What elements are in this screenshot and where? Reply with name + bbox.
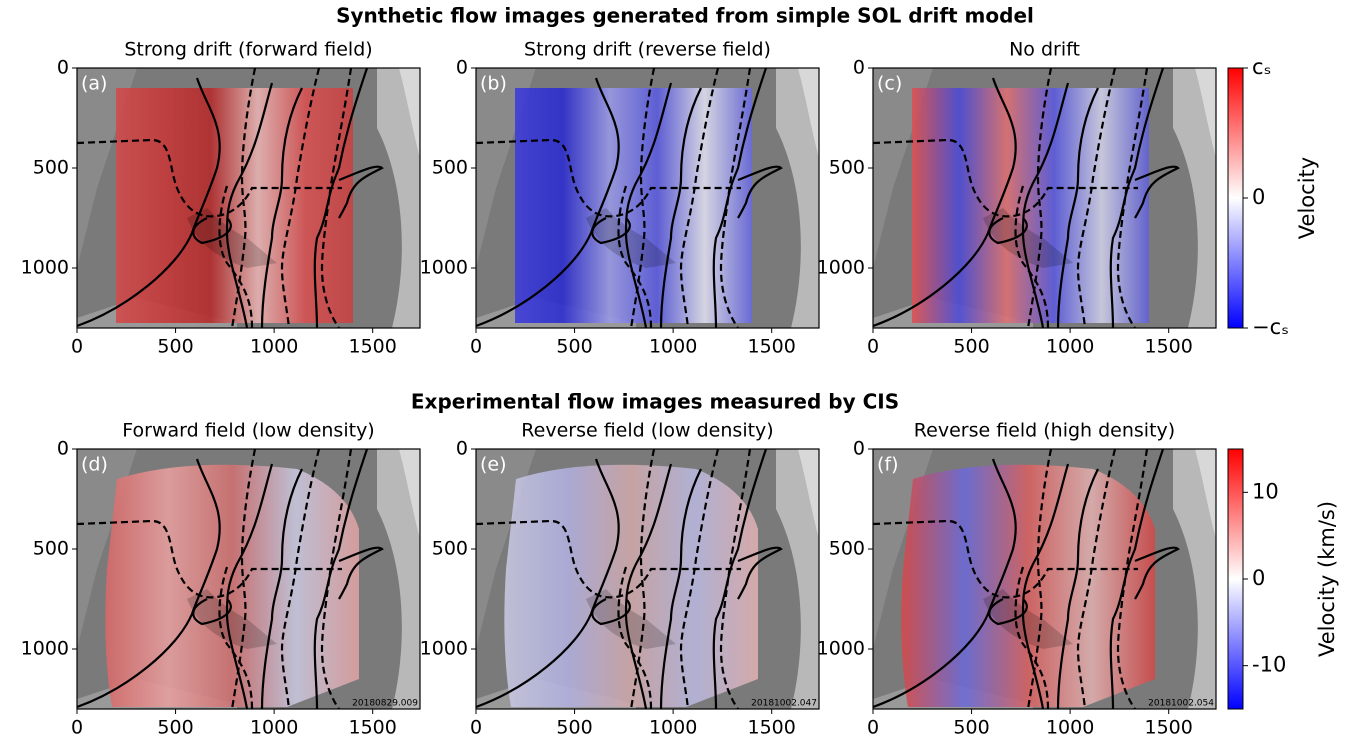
panel-label: (a) [81, 73, 107, 95]
y-tick-label: 0 [456, 57, 468, 79]
y-tick-label: 1000 [21, 638, 69, 660]
x-tick-label: 1000 [649, 717, 697, 739]
panel-title: Forward field (low density) [122, 420, 374, 442]
x-tick-label: 0 [867, 336, 879, 358]
panel: (f) 20181002.054 Reverse field (high densi… [817, 420, 1216, 739]
panel-title: No drift [1009, 39, 1080, 61]
y-tick-label: 500 [33, 157, 69, 179]
shot-label: 20180829.009 [352, 699, 418, 709]
x-tick-label: 0 [867, 717, 879, 739]
colorbar-tick-label: 0 [1252, 185, 1265, 209]
y-tick-label: 500 [432, 157, 468, 179]
y-tick-label: 0 [57, 438, 69, 460]
x-tick-label: 1000 [250, 717, 298, 739]
panel-title: Reverse field (low density) [521, 420, 773, 442]
y-tick-label: 1000 [420, 638, 468, 660]
x-tick-label: 1500 [349, 336, 397, 358]
x-tick-label: 1000 [649, 336, 697, 358]
y-tick-label: 0 [853, 57, 865, 79]
x-tick-label: 1500 [748, 336, 796, 358]
x-tick-label: 500 [157, 717, 193, 739]
panel-label: (b) [480, 73, 507, 95]
colorbar-tick-label: 10 [1252, 479, 1279, 503]
x-tick-label: 500 [556, 717, 592, 739]
panel-title: Strong drift (forward field) [124, 39, 372, 61]
x-tick-label: 1000 [250, 336, 298, 358]
suptitle: Synthetic flow images generated from sim… [336, 4, 1034, 28]
flow-overlay [912, 88, 1149, 323]
colorbar-tick-label: 0 [1252, 566, 1265, 590]
x-tick-label: 500 [556, 336, 592, 358]
panel: (d) 20180829.009 Forward field (low densit… [21, 420, 420, 739]
y-tick-label: 1000 [21, 257, 69, 279]
panel-label: (f) [877, 454, 899, 476]
panel: (c) No drift 0 500 1000 1500 0 500 1000 [817, 39, 1216, 358]
x-tick-label: 0 [470, 336, 482, 358]
x-tick-label: 1500 [1145, 717, 1193, 739]
x-tick-label: 500 [953, 717, 989, 739]
y-tick-label: 500 [829, 538, 865, 560]
x-tick-label: 1500 [1145, 336, 1193, 358]
colorbar-fill [1228, 449, 1243, 709]
y-tick-label: 500 [432, 538, 468, 560]
suptitle: Experimental flow images measured by CIS [411, 390, 899, 414]
panel-label: (c) [877, 73, 902, 95]
x-tick-label: 0 [71, 336, 83, 358]
y-tick-label: 0 [57, 57, 69, 79]
flow-overlay [116, 88, 353, 323]
y-tick-label: 1000 [420, 257, 468, 279]
flow-overlay [515, 88, 752, 323]
y-tick-label: 0 [456, 438, 468, 460]
x-tick-label: 500 [953, 336, 989, 358]
panel: (b) Strong drift (reverse field) 0 500 1000 1… [420, 39, 819, 358]
x-tick-label: 500 [157, 336, 193, 358]
y-tick-label: 0 [853, 438, 865, 460]
colorbar: −cₛ 0 cₛ Velocity [1228, 55, 1319, 339]
shot-label: 20181002.047 [751, 699, 817, 709]
colorbar-tick-label: cₛ [1252, 55, 1271, 79]
panel-title: Reverse field (high density) [914, 420, 1175, 442]
colorbar-tick-label: −cₛ [1252, 315, 1289, 339]
panel-title: Strong drift (reverse field) [524, 39, 771, 61]
colorbar: -10 0 10 Velocity (km/s) [1228, 449, 1339, 709]
colorbar-label: Velocity (km/s) [1315, 501, 1339, 657]
colorbar-fill [1228, 68, 1243, 328]
panel: (e) 20181002.047 Reverse field (low densit… [420, 420, 819, 739]
y-tick-label: 500 [829, 157, 865, 179]
panel: (a) Strong drift (forward field) 0 500 1000 1… [21, 39, 420, 358]
colorbar-tick-label: -10 [1252, 653, 1286, 677]
y-tick-label: 1000 [817, 257, 865, 279]
y-tick-label: 500 [33, 538, 69, 560]
y-tick-label: 1000 [817, 638, 865, 660]
x-tick-label: 1500 [748, 717, 796, 739]
x-tick-label: 0 [470, 717, 482, 739]
panel-label: (d) [81, 454, 108, 476]
x-tick-label: 1500 [349, 717, 397, 739]
x-tick-label: 0 [71, 717, 83, 739]
panel-label: (e) [480, 454, 507, 476]
shot-label: 20181002.054 [1148, 699, 1214, 709]
colorbar-label: Velocity [1295, 157, 1319, 239]
figure: Synthetic flow images generated from sim… [0, 0, 1370, 744]
x-tick-label: 1000 [1046, 717, 1094, 739]
x-tick-label: 1000 [1046, 336, 1094, 358]
